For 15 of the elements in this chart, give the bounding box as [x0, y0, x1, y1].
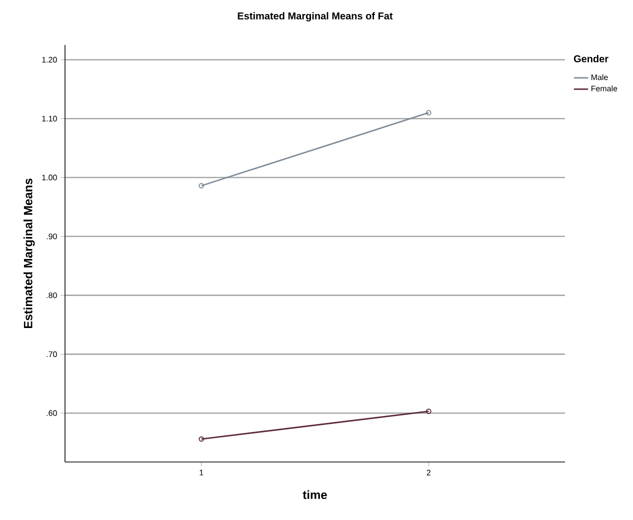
y-tick-label: .60	[46, 410, 57, 416]
y-tick-label: .90	[46, 234, 57, 240]
y-tick-label: .80	[46, 292, 57, 298]
x-tick-label: 2	[426, 470, 430, 476]
chart-title: Estimated Marginal Means of Fat	[238, 12, 393, 22]
legend-title: Gender	[574, 54, 608, 62]
y-axis-title: Estimated Marginal Means	[24, 178, 35, 328]
legend-label: Male	[591, 74, 608, 80]
x-tick-label: 1	[200, 470, 204, 476]
legend-label: Female	[591, 86, 618, 92]
x-axis-title: time	[302, 490, 327, 500]
y-tick-label: 1.00	[42, 174, 57, 180]
y-tick-label: 1.10	[42, 116, 57, 122]
y-tick-label: .70	[46, 351, 57, 358]
y-tick-label: 1.20	[42, 56, 57, 63]
